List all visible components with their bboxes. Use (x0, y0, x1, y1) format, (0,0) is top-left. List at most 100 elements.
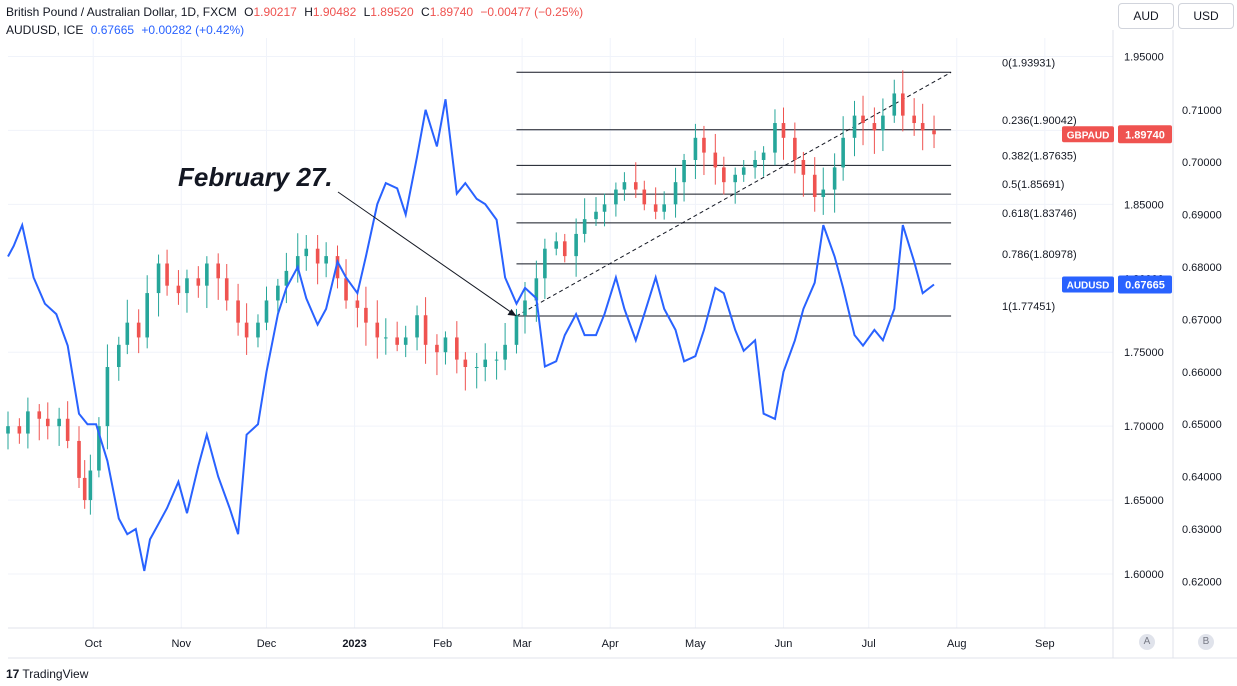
fibonacci-retracement[interactable]: 0(1.93931) 0.236(1.90042) 0.382(1.87635) 0.… (516, 57, 1077, 317)
gbpaud-candle-body (673, 182, 678, 205)
gbpaud-candle-body (455, 337, 459, 360)
x-axis-tick-label: May (685, 638, 706, 650)
gbpaud-candle-body (324, 256, 328, 264)
gbpaud-candle-body (17, 426, 22, 434)
gbpaud-candle-body (932, 130, 936, 135)
audusd-title: AUDUSD, ICE (6, 23, 84, 37)
b-scale-button[interactable]: B (1198, 634, 1214, 650)
gbpaud-candle-body (642, 189, 647, 205)
gbpaud-candle-body (463, 359, 468, 368)
gbpaud-candle-body (514, 315, 519, 345)
x-axis-tick-label: Jul (862, 638, 876, 650)
audusd-value: 0.67665 (90, 23, 135, 37)
usd-scale-button[interactable]: USD (1178, 3, 1234, 29)
gbpaud-candle-body (653, 204, 658, 212)
gbpaud-candle-body (801, 159, 806, 175)
left-axis-tick-label: 1.60000 (1124, 569, 1164, 581)
open-value: 1.90217 (253, 5, 297, 19)
right-axis-tick-label: 0.68000 (1182, 262, 1222, 274)
right-axis-tick-label: 0.70000 (1182, 157, 1222, 169)
tradingview-logo-text: TradingView (22, 667, 89, 681)
last-value-badge (1118, 275, 1172, 294)
gbpaud-candle-body (900, 93, 905, 116)
gbpaud-candle-body (395, 337, 399, 345)
gbpaud-candle-body (582, 219, 587, 234)
gbpaud-candle-body (156, 263, 161, 294)
fib-level-label: 0(1.93931) (1002, 57, 1055, 69)
x-axis-tick-label: Feb (433, 638, 452, 650)
chart-grid (8, 38, 1113, 628)
gbpaud-candle-body (216, 263, 221, 279)
gbpaud-candle-body (335, 256, 340, 279)
gbpaud-candle-body (892, 93, 897, 116)
x-axis-tick-label: Dec (257, 638, 277, 650)
gbpaud-candle-body (781, 123, 786, 138)
gbpaud-candle-body (264, 300, 269, 323)
gbpaud-candle-body (236, 300, 240, 323)
close-value: 1.89740 (429, 5, 474, 19)
x-axis-tick-label: 2023 (342, 638, 366, 650)
gbpaud-candle-body (97, 426, 101, 471)
gbpaud-candle-body (543, 248, 547, 279)
gbpaud-candle-body (753, 159, 757, 168)
gbpaud-candle-body (403, 337, 408, 345)
audusd-line (7, 99, 935, 572)
x-axis-tick-label: Sep (1035, 638, 1055, 650)
gbpaud-candles (6, 70, 936, 515)
gbpaud-candle-body (276, 285, 280, 301)
gbpaud-candle-body (435, 344, 439, 353)
gbpaud-candle-body (523, 300, 527, 316)
gbpaud-candle-body (713, 152, 718, 168)
last-value-badge (1118, 125, 1172, 144)
gbpaud-candle-body (494, 359, 499, 361)
gbpaud-candle-body (861, 115, 865, 124)
gbpaud-candle-body (185, 278, 189, 294)
gbpaud-candle-body (622, 182, 627, 190)
x-axis-tick-label: Jun (775, 638, 793, 650)
x-axis-tick-label: Oct (85, 638, 102, 650)
gbpaud-candle-body (355, 300, 360, 308)
right-axis-tick-label: 0.71000 (1182, 105, 1222, 117)
gbpaud-candle-body (244, 322, 249, 338)
fib-level-label: 0.786(1.80978) (1002, 249, 1077, 261)
low-label: L (363, 5, 371, 19)
left-axis-tick-label: 1.70000 (1124, 421, 1164, 433)
right-axis-tick-label: 0.69000 (1182, 210, 1222, 222)
gbpaud-candle-body (793, 137, 797, 160)
gbpaud-candle-body (841, 137, 845, 168)
gbpaud-candle-body (554, 241, 559, 249)
gbpaud-candle-body (6, 426, 10, 434)
annotation[interactable]: February 27. (178, 162, 517, 317)
gbpaud-candle-body (105, 367, 110, 427)
low-value: 1.89520 (370, 5, 414, 19)
last-value-badge-text: 0.67665 (1125, 280, 1165, 292)
left-axis-tick-label: 1.95000 (1124, 51, 1164, 63)
auto-scale-button[interactable]: A (1139, 634, 1155, 650)
x-axis-tick-label: Mar (513, 638, 532, 650)
annotation-arrowhead (507, 308, 517, 316)
gbpaud-candle-body (812, 174, 817, 197)
gbpaud-candle-body (364, 307, 368, 323)
header-line-gbpaud: British Pound / Australian Dollar, 1D, F… (6, 5, 587, 19)
gbpaud-candle-body (82, 477, 87, 501)
gbpaud-candle-body (116, 344, 121, 368)
gbpaud-candle-body (633, 182, 638, 190)
gbpaud-candle-body (77, 440, 81, 478)
gbpaud-candle-body (662, 204, 666, 212)
right-axis-tick-label: 0.63000 (1182, 524, 1222, 536)
gbpaud-candle-body (45, 418, 50, 427)
gbpaud-candle-body (741, 167, 746, 175)
aud-scale-button[interactable]: AUD (1118, 3, 1174, 29)
fib-level-label: 0.5(1.85691) (1002, 179, 1064, 191)
left-axis-tick-label: 1.75000 (1124, 347, 1164, 359)
symbol-title: British Pound / Australian Dollar, 1D, F… (6, 5, 237, 19)
x-axis-tick-label: Apr (602, 638, 619, 650)
gbpaud-candle-body (125, 322, 130, 345)
tradingview-logo[interactable]: 17 TradingView (6, 667, 88, 681)
gbpaud-candle-body (284, 270, 289, 286)
right-axis-tick-label: 0.62000 (1182, 576, 1222, 588)
gbpaud-candle-body (614, 189, 618, 205)
series-name-badge-text: GBPAUD (1067, 130, 1110, 141)
gbpaud-candle-body (702, 137, 706, 153)
